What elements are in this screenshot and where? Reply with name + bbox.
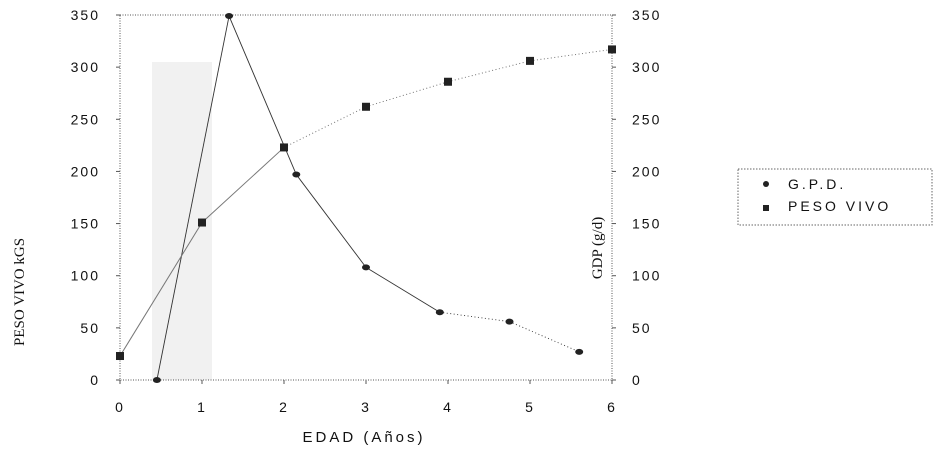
y-tick-label: 250 — [71, 111, 100, 127]
x-tick-label: 2 — [279, 399, 289, 415]
right-axis-ticks: 0 50 100 150 200 250 300 350 — [612, 7, 661, 388]
y-tick-label: 200 — [71, 163, 100, 179]
legend-marker-gpd — [763, 181, 769, 187]
peso-vivo-point — [280, 143, 288, 152]
y2-tick-label: 150 — [632, 216, 661, 232]
legend-marker-peso-vivo — [763, 205, 769, 211]
x-axis-ticks: 0 1 2 3 4 5 6 — [115, 380, 617, 415]
y2-tick-label: 350 — [632, 7, 661, 23]
legend: G.P.D. PESO VIVO — [737, 168, 933, 226]
series-markers — [116, 13, 616, 383]
x-axis-title: EDAD (Años) — [302, 429, 425, 446]
y-tick-label: 100 — [71, 268, 100, 284]
legend-box — [737, 168, 933, 226]
x-tick-label: 0 — [115, 399, 125, 415]
peso-vivo-point — [198, 218, 206, 227]
gpd-point — [225, 13, 234, 20]
peso-vivo-point — [116, 352, 124, 361]
series-line-segment — [509, 321, 580, 353]
x-tick-label: 3 — [361, 399, 371, 415]
x-tick-label: 5 — [525, 399, 535, 415]
series-line-segment — [283, 106, 367, 148]
peso-vivo-point — [444, 77, 452, 86]
y-tick-label: 150 — [71, 216, 100, 232]
series-line-segment — [439, 311, 510, 323]
series-line-segment — [119, 222, 203, 357]
left-axis-ticks: 0 50 100 150 200 250 300 350 — [71, 7, 120, 388]
x-tick-label: 4 — [443, 399, 453, 415]
series-line-segment — [201, 147, 285, 223]
x-tick-label: 1 — [197, 399, 207, 415]
gpd-point — [435, 309, 444, 316]
series-line-segment — [365, 81, 449, 108]
series-lines — [119, 15, 613, 381]
gpd-point — [575, 348, 584, 355]
y2-tick-label: 200 — [632, 163, 661, 179]
y2-tick-label: 300 — [632, 59, 661, 75]
x-tick-label: 6 — [607, 399, 617, 415]
y2-tick-label: 100 — [632, 268, 661, 284]
series-line-segment — [295, 174, 367, 268]
y-tick-label: 350 — [71, 7, 100, 23]
series-line-segment — [365, 266, 441, 313]
y2-tick-label: 250 — [632, 111, 661, 127]
series-line-segment — [447, 60, 531, 83]
legend-label-gpd: G.P.D. — [788, 176, 846, 192]
y-tick-label: 50 — [80, 320, 100, 336]
gpd-point — [505, 318, 514, 325]
gpd-point — [152, 377, 161, 383]
y2-tick-label: 50 — [632, 320, 652, 336]
series-line-segment — [156, 15, 230, 381]
y-tick-label: 0 — [90, 372, 100, 388]
y-tick-label: 300 — [71, 59, 100, 75]
y-axis-title: PESO VIVO kGS — [12, 238, 28, 346]
peso-vivo-point — [608, 45, 616, 54]
peso-vivo-point — [526, 56, 534, 65]
peso-vivo-point — [362, 102, 370, 111]
legend-label-peso-vivo: PESO VIVO — [788, 198, 891, 214]
gpd-point — [362, 264, 370, 271]
y2-axis-title: GDP (g/d) — [590, 217, 606, 279]
y2-tick-label: 0 — [632, 372, 642, 388]
gpd-point — [292, 171, 301, 178]
